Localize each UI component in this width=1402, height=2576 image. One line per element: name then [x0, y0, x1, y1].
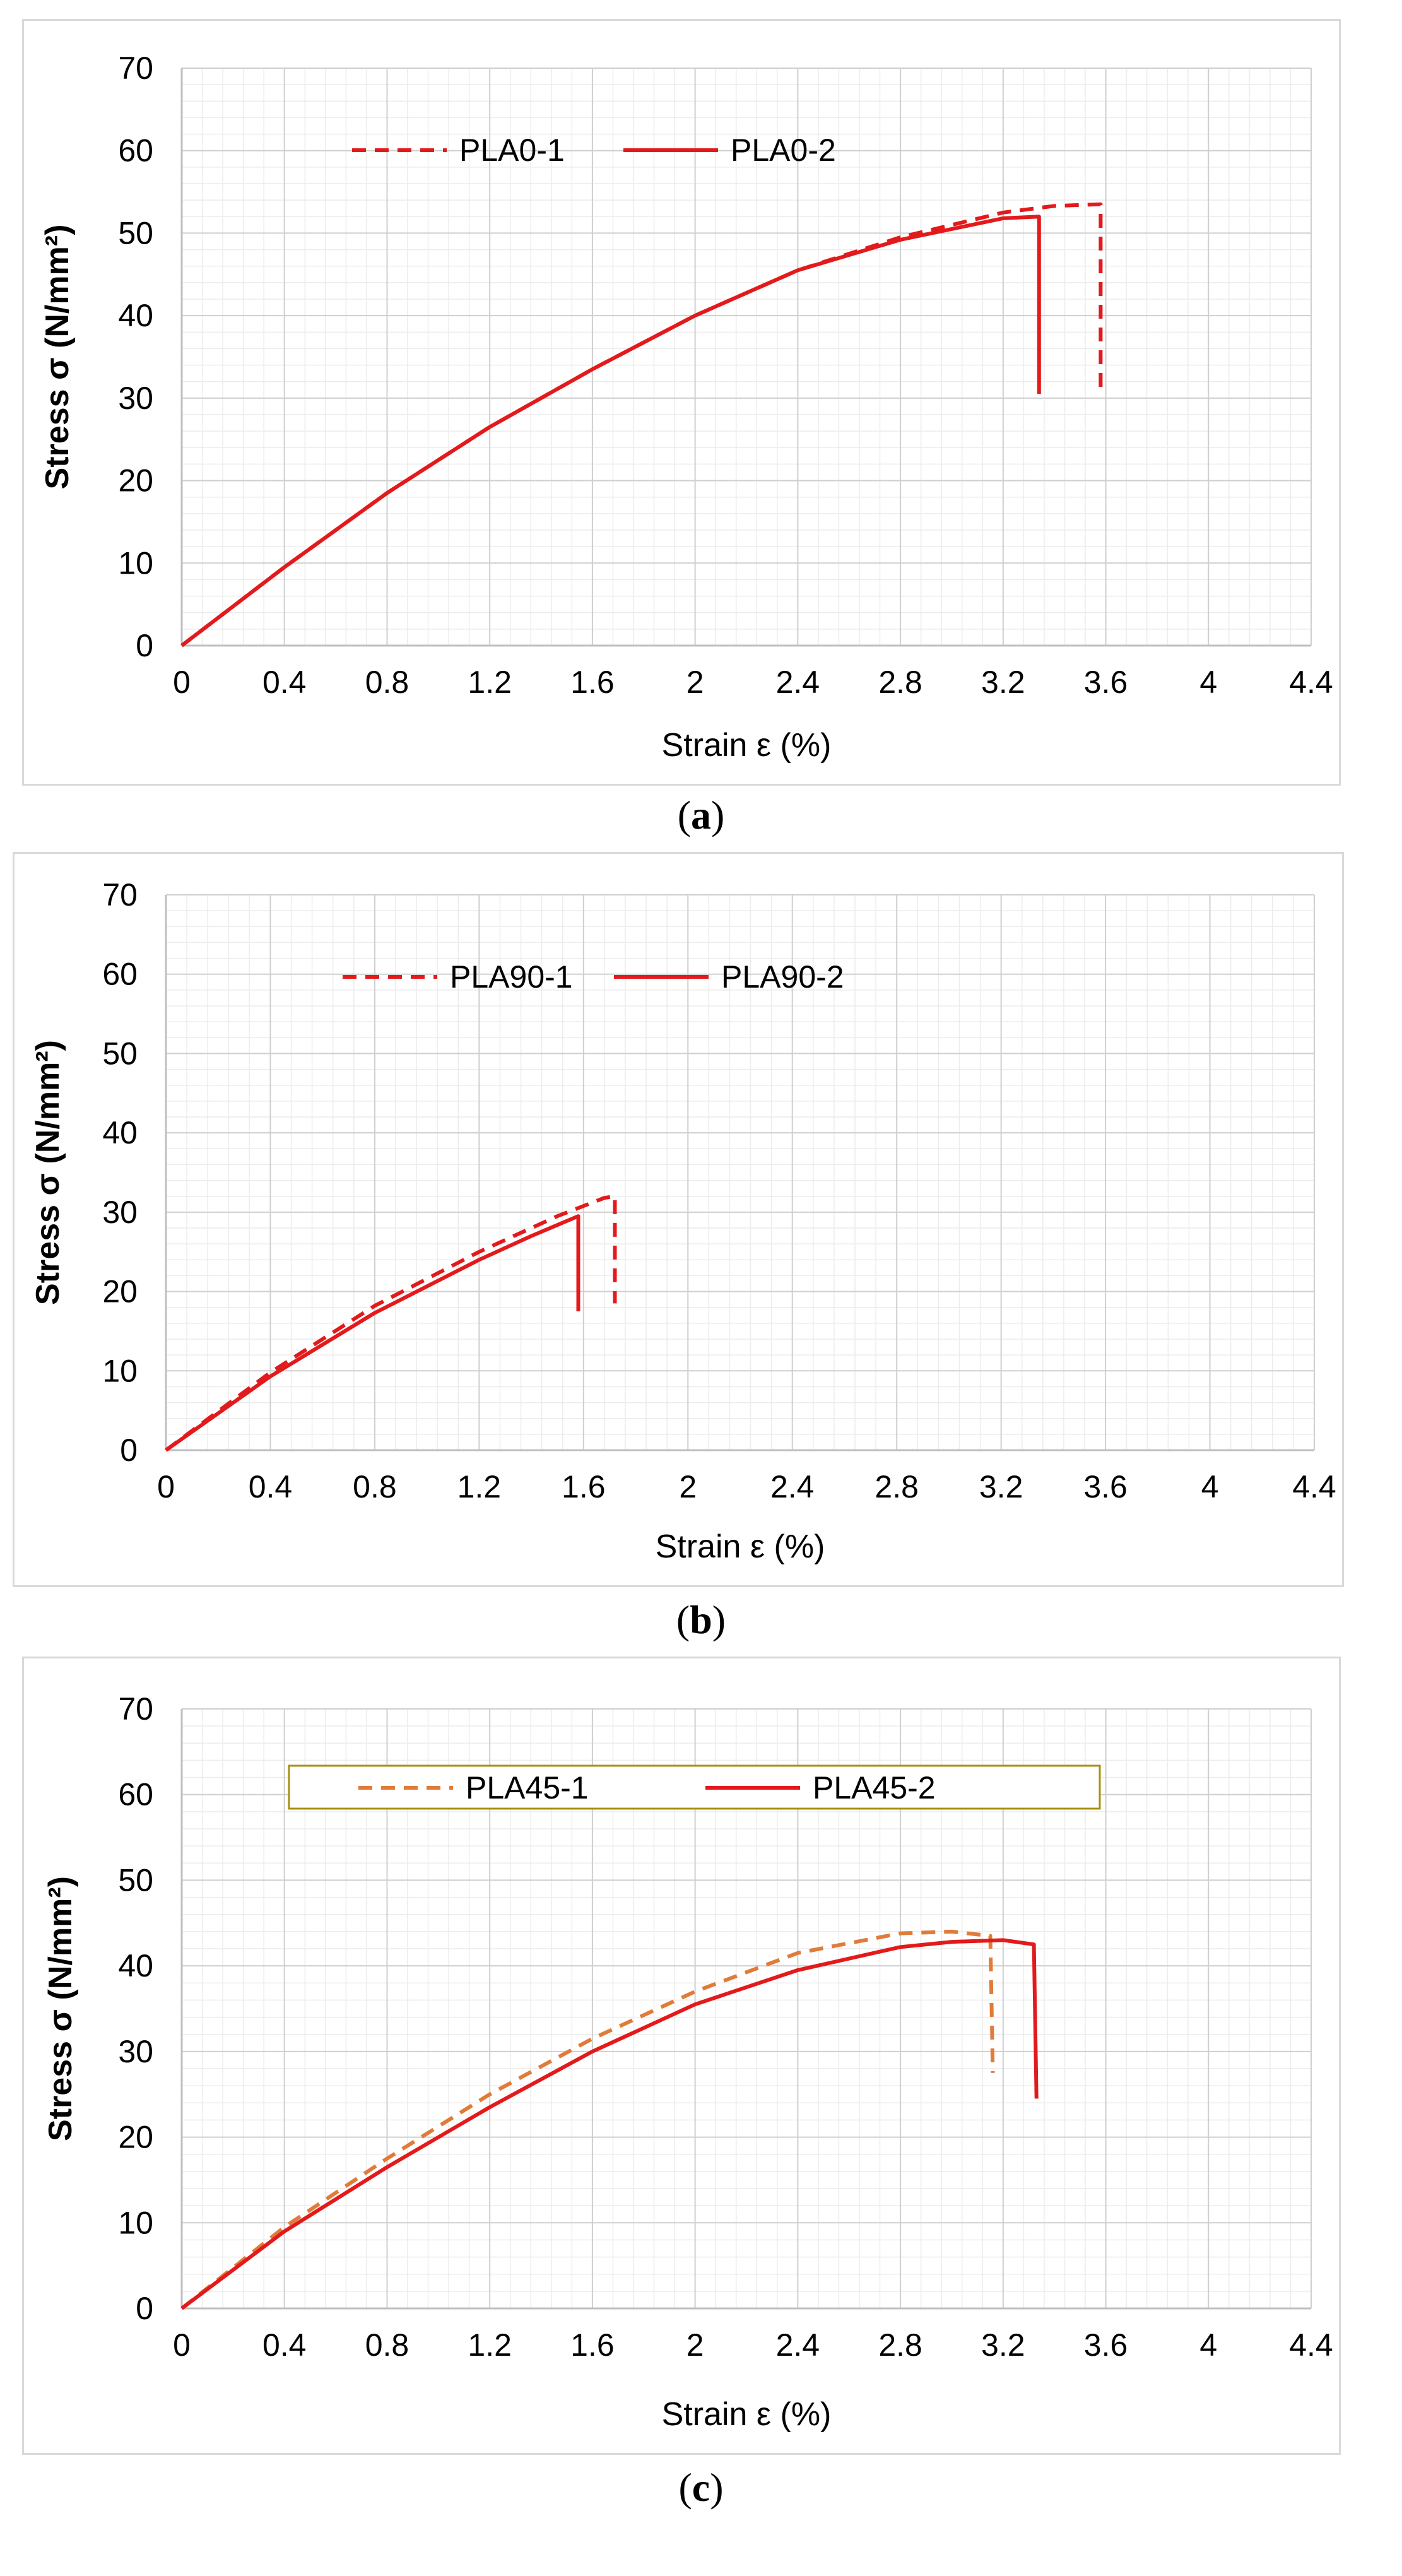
- x-tick-label: 3.6: [1084, 665, 1128, 700]
- legend-label-pla0-1: PLA0-1: [459, 133, 565, 168]
- x-tick-label: 4.4: [1289, 2327, 1333, 2363]
- chart-b: 0 0.4 0.8 1.2 1.6 2 2.4 2.8 3.2 3.6 4 4.4 0 10 20 30 40 5…: [30, 877, 1336, 1565]
- y-axis-title-c: Stress σ (N/mm²): [42, 1876, 79, 2141]
- caption-letter-a: a: [691, 793, 711, 837]
- y-axis-title-a: Stress σ (N/mm²): [39, 225, 76, 490]
- x-tick-label: 3.2: [981, 2327, 1025, 2363]
- series-line-pla0-2: [180, 215, 1041, 647]
- x-tick-label: 2.8: [875, 1469, 919, 1504]
- x-tick-label: 2.8: [878, 2327, 922, 2363]
- y-tick-label: 40: [118, 1948, 153, 1983]
- legend-label-pla90-1: PLA90-1: [450, 959, 573, 995]
- caption-letter-b: b: [690, 1597, 712, 1642]
- x-tick-label: 2: [686, 665, 704, 700]
- x-tick-label: 0.4: [262, 2327, 307, 2363]
- y-tick-label: 40: [102, 1115, 138, 1150]
- x-tick-label: 2.8: [878, 665, 922, 700]
- y-tick-label: 70: [118, 50, 153, 86]
- x-tick-label: 0.8: [365, 665, 409, 700]
- x-tick-label: 3.2: [979, 1469, 1023, 1504]
- x-tick-label: 0.4: [249, 1469, 293, 1504]
- x-tick-label: 1.2: [468, 2327, 512, 2363]
- x-tick-label: 4: [1199, 665, 1217, 700]
- x-tick-labels-a: 0 0.4 0.8 1.2 1.6 2 2.4 2.8 3.2 3.6 4 4.4: [173, 665, 1333, 700]
- caption-c: (c): [678, 2465, 724, 2510]
- y-tick-label: 60: [118, 133, 153, 168]
- y-tick-label: 30: [102, 1195, 138, 1230]
- series-line-pla45-2: [180, 1938, 1039, 2310]
- x-tick-label: 0.8: [365, 2327, 409, 2363]
- legend-label-pla90-2: PLA90-2: [721, 959, 844, 995]
- y-tick-label: 20: [102, 1274, 138, 1309]
- series-line-pla90-2: [165, 1214, 580, 1452]
- series-line-pla90-1: [165, 1194, 617, 1452]
- chart-c: 0 0.4 0.8 1.2 1.6 2 2.4 2.8 3.2 3.6 4 4.4 0 10 20 30 40 5…: [42, 1691, 1333, 2433]
- legend-b: PLA90-1 PLA90-2: [343, 959, 844, 995]
- chart-panel-b: 0 0.4 0.8 1.2 1.6 2 2.4 2.8 3.2 3.6 4 4.4 0 10 20 30 40 5…: [13, 852, 1344, 1587]
- y-tick-label: 70: [118, 1691, 153, 1727]
- x-tick-label: 2.4: [776, 665, 820, 700]
- y-tick-label: 10: [118, 545, 153, 581]
- y-tick-label: 60: [118, 1777, 153, 1812]
- y-tick-label: 60: [102, 957, 138, 992]
- chart-a: 0 0.4 0.8 1.2 1.6 2 2.4 2.8 3.2 3.6 4 4.4 0 10 20 30 40 5…: [39, 50, 1333, 764]
- x-tick-label: 2.4: [776, 2327, 820, 2363]
- caption-a: (a): [677, 793, 725, 837]
- x-tick-label: 1.2: [468, 665, 512, 700]
- legend-c: PLA45-1 PLA45-2: [288, 1764, 1101, 1810]
- y-tick-label: 50: [102, 1036, 138, 1071]
- legend-a: PLA0-1 PLA0-2: [352, 133, 836, 168]
- y-tick-label: 30: [118, 2034, 153, 2069]
- x-tick-label: 4.4: [1289, 665, 1333, 700]
- x-axis-title-b: Strain ε (%): [656, 1528, 825, 1565]
- x-tick-label: 4: [1199, 2327, 1217, 2363]
- x-tick-label: 3.6: [1083, 1469, 1128, 1504]
- x-tick-labels-b: 0 0.4 0.8 1.2 1.6 2 2.4 2.8 3.2 3.6 4 4.4: [157, 1469, 1336, 1504]
- y-tick-labels-c: 0 10 20 30 40 50 60 70: [118, 1691, 153, 2326]
- x-tick-label: 0: [173, 665, 191, 700]
- y-tick-label: 10: [118, 2205, 153, 2240]
- y-tick-label: 0: [136, 2291, 153, 2326]
- caption-b: (b): [676, 1597, 726, 1642]
- x-tick-label: 1.6: [570, 2327, 615, 2363]
- x-tick-label: 0.4: [262, 665, 307, 700]
- y-tick-label: 70: [102, 877, 138, 913]
- x-tick-label: 3.2: [981, 665, 1025, 700]
- caption-letter-c: c: [692, 2465, 710, 2510]
- x-axis-title-c: Strain ε (%): [662, 2396, 832, 2433]
- x-tick-label: 3.6: [1084, 2327, 1128, 2363]
- x-tick-label: 0: [173, 2327, 191, 2363]
- x-axis-title-a: Strain ε (%): [662, 727, 832, 764]
- x-tick-labels-c: 0 0.4 0.8 1.2 1.6 2 2.4 2.8 3.2 3.6 4 4.4: [173, 2327, 1333, 2363]
- series-line-pla45-1: [180, 1929, 995, 2310]
- y-tick-label: 50: [118, 215, 153, 251]
- x-tick-label: 4.4: [1292, 1469, 1336, 1504]
- x-tick-label: 2: [686, 2327, 704, 2363]
- chart-panel-a: 0 0.4 0.8 1.2 1.6 2 2.4 2.8 3.2 3.6 4 4.4 0 10 20 30 40 5…: [22, 19, 1341, 786]
- x-tick-label: 1.6: [562, 1469, 606, 1504]
- x-tick-label: 2.4: [770, 1469, 815, 1504]
- y-tick-label: 10: [102, 1353, 138, 1388]
- x-tick-label: 0: [157, 1469, 175, 1504]
- legend-box: [288, 1764, 1101, 1810]
- chart-panel-c: 0 0.4 0.8 1.2 1.6 2 2.4 2.8 3.2 3.6 4 4.4 0 10 20 30 40 5…: [22, 1657, 1341, 2455]
- legend-label-pla0-2: PLA0-2: [731, 133, 836, 168]
- x-tick-label: 0.8: [353, 1469, 397, 1504]
- legend-label-pla45-1: PLA45-1: [466, 1770, 589, 1805]
- x-tick-label: 1.6: [570, 665, 615, 700]
- y-tick-label: 40: [118, 298, 153, 333]
- x-tick-label: 4: [1201, 1469, 1219, 1504]
- x-tick-label: 2: [679, 1469, 697, 1504]
- y-tick-label: 0: [120, 1433, 138, 1468]
- y-axis-title-b: Stress σ (N/mm²): [30, 1040, 66, 1305]
- x-tick-label: 1.2: [457, 1469, 502, 1504]
- y-tick-label: 50: [118, 1862, 153, 1898]
- y-tick-labels-b: 0 10 20 30 40 50 60 70: [102, 877, 138, 1468]
- legend-label-pla45-2: PLA45-2: [813, 1770, 936, 1805]
- y-tick-label: 20: [118, 2120, 153, 2155]
- y-tick-label: 0: [136, 628, 153, 663]
- y-tick-label: 30: [118, 381, 153, 416]
- y-tick-label: 20: [118, 463, 153, 499]
- y-tick-labels-a: 0 10 20 30 40 50 60 70: [118, 50, 153, 663]
